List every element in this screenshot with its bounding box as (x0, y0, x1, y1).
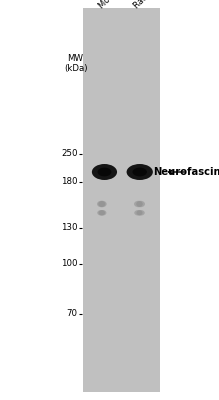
Ellipse shape (132, 168, 147, 176)
Text: 180: 180 (61, 178, 78, 186)
Text: 250: 250 (61, 150, 78, 158)
Ellipse shape (97, 201, 105, 207)
Text: 70: 70 (67, 310, 78, 318)
Bar (83, 8, 160, 392)
Ellipse shape (136, 210, 145, 216)
Text: 100: 100 (61, 260, 78, 268)
Ellipse shape (134, 210, 143, 216)
Ellipse shape (98, 201, 107, 207)
Text: Mouse brain: Mouse brain (97, 0, 140, 10)
Text: 130: 130 (61, 224, 78, 232)
Ellipse shape (97, 210, 105, 216)
Ellipse shape (127, 164, 153, 180)
Ellipse shape (97, 168, 111, 176)
Text: MW
(kDa): MW (kDa) (64, 54, 87, 73)
Text: Rat brain: Rat brain (132, 0, 165, 10)
Ellipse shape (136, 201, 145, 207)
Text: Neurofascin: Neurofascin (154, 167, 219, 177)
Ellipse shape (99, 210, 106, 216)
Ellipse shape (92, 164, 117, 180)
Ellipse shape (134, 201, 143, 207)
